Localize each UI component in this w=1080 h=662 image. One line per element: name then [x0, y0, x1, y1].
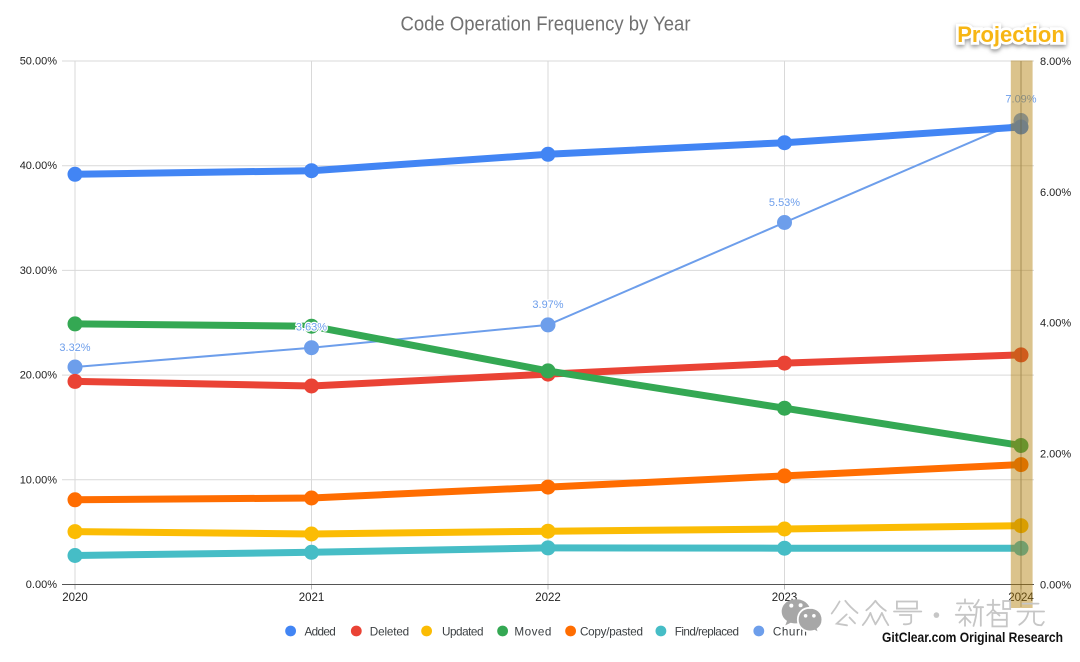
svg-text:8.00%: 8.00%: [1040, 56, 1071, 68]
svg-text:2.00%: 2.00%: [1040, 449, 1071, 461]
svg-text:Copy/pasted: Copy/pasted: [580, 625, 643, 638]
svg-text:Churn: Churn: [773, 625, 807, 638]
svg-text:7.09%: 7.09%: [1005, 94, 1036, 106]
svg-text:2020: 2020: [62, 592, 88, 604]
svg-text:40.00%: 40.00%: [20, 160, 58, 172]
svg-text:0.00%: 0.00%: [26, 579, 57, 591]
svg-text:30.00%: 30.00%: [20, 265, 58, 277]
svg-text:0.00%: 0.00%: [1040, 580, 1071, 592]
svg-text:Code Operation Frequency by Ye: Code Operation Frequency by Year: [401, 14, 691, 36]
svg-text:Projection: Projection: [957, 22, 1065, 47]
svg-text:20.00%: 20.00%: [20, 370, 58, 382]
svg-text:Updated: Updated: [442, 625, 484, 638]
svg-text:5.53%: 5.53%: [769, 197, 800, 209]
svg-text:2022: 2022: [535, 592, 561, 604]
svg-text:50.00%: 50.00%: [20, 56, 58, 68]
svg-text:3.32%: 3.32%: [59, 342, 90, 354]
svg-text:Deleted: Deleted: [370, 625, 409, 638]
svg-text:Moved: Moved: [514, 625, 551, 638]
svg-text:10.00%: 10.00%: [20, 474, 58, 486]
svg-text:Added: Added: [305, 625, 336, 638]
svg-text:3.63%: 3.63%: [296, 322, 327, 334]
svg-text:Find/replaced: Find/replaced: [675, 625, 739, 638]
svg-text:3.97%: 3.97%: [532, 299, 563, 311]
svg-text:2024: 2024: [1008, 592, 1034, 604]
svg-text:6.00%: 6.00%: [1040, 187, 1071, 199]
svg-text:2021: 2021: [299, 592, 325, 604]
svg-text:GitClear.com Original Research: GitClear.com Original Research: [882, 630, 1063, 645]
svg-text:4.00%: 4.00%: [1040, 318, 1071, 330]
